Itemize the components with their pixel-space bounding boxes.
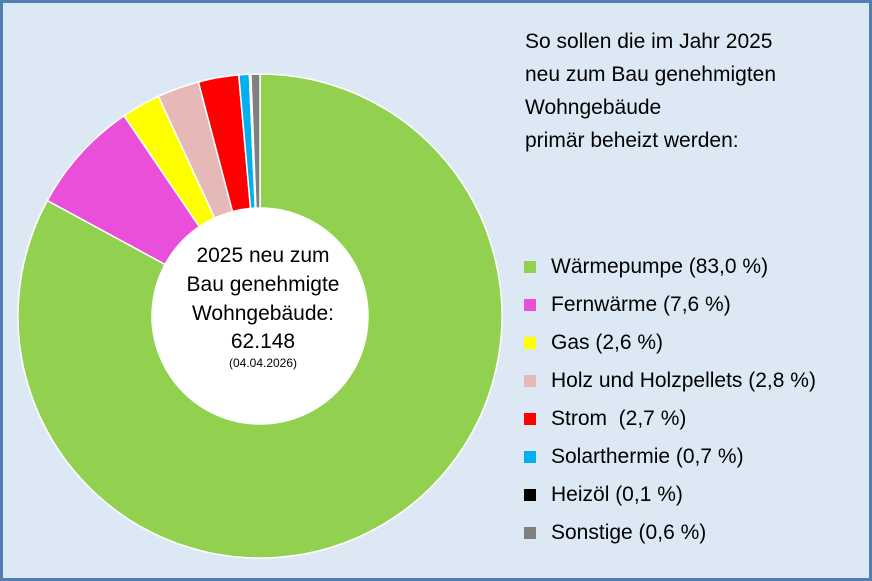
legend-swatch (524, 527, 536, 539)
legend-swatch (524, 261, 536, 273)
legend-swatch (524, 299, 536, 311)
center-line-3: Wohngebäude: (191, 302, 335, 325)
donut-center-label: 2025 neu zum Bau genehmigte Wohngebäude:… (153, 241, 373, 371)
legend-item: Heizöl (0,1 %) (524, 476, 869, 514)
legend-swatch (524, 413, 536, 425)
legend-item: Wärmepumpe (83,0 %) (524, 248, 869, 286)
donut-hole (152, 208, 368, 424)
legend-item: Holz und Holzpellets (2,8 %) (524, 362, 869, 400)
legend-swatch (524, 337, 536, 349)
center-line-2: Bau genehmigte (186, 273, 340, 296)
center-date: (04.04.2026) (228, 356, 298, 370)
chart-legend: Wärmepumpe (83,0 %) Fernwärme (7,6 %) Gas … (524, 248, 869, 552)
legend-swatch (524, 489, 536, 501)
legend-item: Gas (2,6 %) (524, 324, 869, 362)
legend-swatch (524, 375, 536, 387)
legend-label: Strom (2,7 %) (551, 407, 687, 430)
legend-label: Heizöl (0,1 %) (551, 483, 683, 506)
legend-label: Sonstige (0,6 %) (551, 521, 707, 544)
chart-title: So sollen die im Jahr 2025 neu zum Bau g… (525, 25, 865, 157)
legend-item: Solarthermie (0,7 %) (524, 438, 869, 476)
legend-label: Fernwärme (7,6 %) (551, 293, 731, 316)
legend-swatch (524, 451, 536, 463)
center-count: 62.148 (230, 330, 296, 353)
legend-item: Strom (2,7 %) (524, 400, 869, 438)
legend-label: Wärmepumpe (83,0 %) (551, 255, 769, 278)
center-line-1: 2025 neu zum (196, 244, 330, 267)
legend-item: Sonstige (0,6 %) (524, 514, 869, 552)
legend-label: Solarthermie (0,7 %) (551, 445, 744, 468)
legend-label: Gas (2,6 %) (551, 331, 664, 354)
title-line-4: primär beheizt werden: (525, 129, 739, 152)
title-line-2: neu zum Bau genehmigten (525, 63, 777, 86)
title-line-3: Wohngebäude (525, 96, 662, 119)
title-line-1: So sollen die im Jahr 2025 (525, 30, 773, 53)
donut-chart (17, 73, 503, 559)
legend-label: Holz und Holzpellets (2,8 %) (551, 369, 816, 392)
legend-item: Fernwärme (7,6 %) (524, 286, 869, 324)
